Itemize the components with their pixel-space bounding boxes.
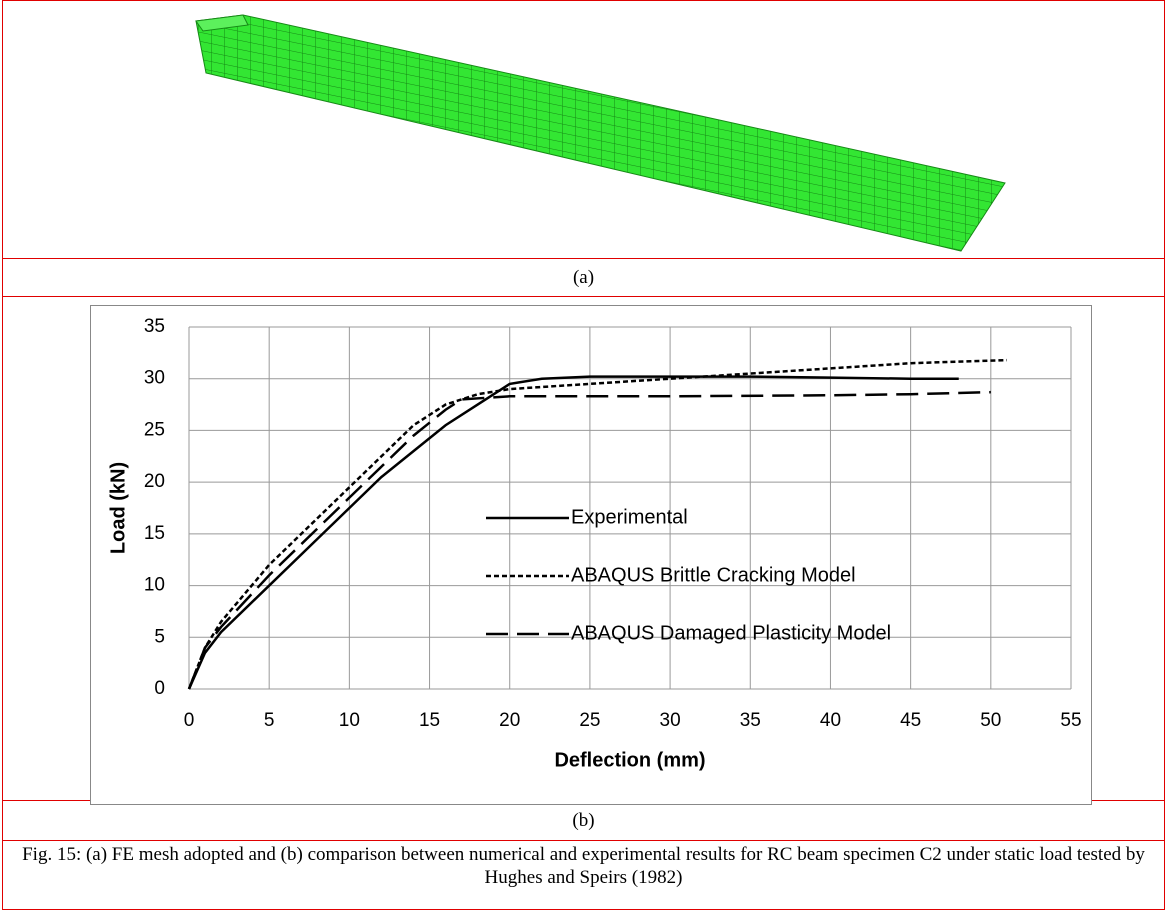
x-tick-label: 25 — [579, 710, 600, 731]
x-tick-label: 20 — [499, 710, 520, 731]
panel-label: (b) — [2, 800, 1165, 841]
y-tick-label: 15 — [144, 523, 165, 544]
panel-label: (a) — [2, 258, 1165, 297]
y-tick-label: 25 — [144, 419, 165, 440]
page: (a) (b) Fig. 15: (a) FE mesh adopted and… — [0, 0, 1169, 908]
beam — [196, 15, 1005, 251]
x-tick-label: 5 — [264, 710, 275, 731]
legend-label: ABAQUS Brittle Cracking Model — [571, 564, 856, 586]
y-tick-label: 0 — [154, 678, 165, 699]
legend-label: ABAQUS Damaged Plasticity Model — [571, 622, 891, 644]
y-axis-title: Load (kN) — [107, 462, 129, 554]
mesh-cell — [2, 0, 1165, 259]
x-tick-label: 0 — [184, 710, 195, 731]
x-tick-label: 30 — [660, 710, 681, 731]
y-tick-label: 20 — [144, 471, 165, 492]
x-axis-title: Deflection (mm) — [554, 749, 705, 771]
y-tick-label: 35 — [144, 316, 165, 337]
chart: Deflection (mm) Load (kN) 0 5 10 15 20 25 30 35… — [90, 305, 1092, 805]
y-tick-label: 10 — [144, 575, 165, 596]
x-tick-label: 55 — [1060, 710, 1081, 731]
x-tick-label: 15 — [419, 710, 440, 731]
fe-mesh — [3, 1, 1164, 258]
caption: Fig. 15: (a) FE mesh adopted and (b) com… — [2, 840, 1165, 910]
x-tick-label: 35 — [740, 710, 761, 731]
x-tick-label: 40 — [820, 710, 841, 731]
y-tick-label: 30 — [144, 368, 165, 389]
legend-label: Experimental — [571, 506, 688, 528]
x-tick-label: 50 — [980, 710, 1001, 731]
x-tick-label: 45 — [900, 710, 921, 731]
x-tick-label: 10 — [339, 710, 360, 731]
y-tick-label: 5 — [154, 626, 165, 647]
